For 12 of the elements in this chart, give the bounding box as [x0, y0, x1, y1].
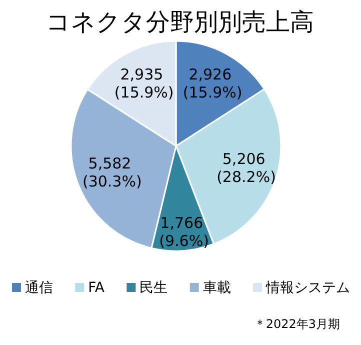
- data-label: 5,206 (28.2%): [212, 150, 276, 186]
- legend-label: FA: [88, 280, 105, 296]
- legend-label: 通信: [25, 280, 53, 296]
- data-label: 5,582 (30.3%): [78, 154, 142, 191]
- legend-label: 情報システム: [265, 280, 350, 296]
- text: ＊2022年3月期: [254, 317, 340, 331]
- data-label: 2,926 (15.9%): [178, 65, 242, 102]
- data-label: 1,766 (9.6%): [154, 214, 209, 250]
- legend-label: 車載: [202, 280, 231, 296]
- legend-label: 民生: [140, 280, 168, 296]
- data-label: 2,935 (15.9%): [110, 65, 174, 102]
- chart-title: コネクタ分野別別売上高: [46, 8, 314, 36]
